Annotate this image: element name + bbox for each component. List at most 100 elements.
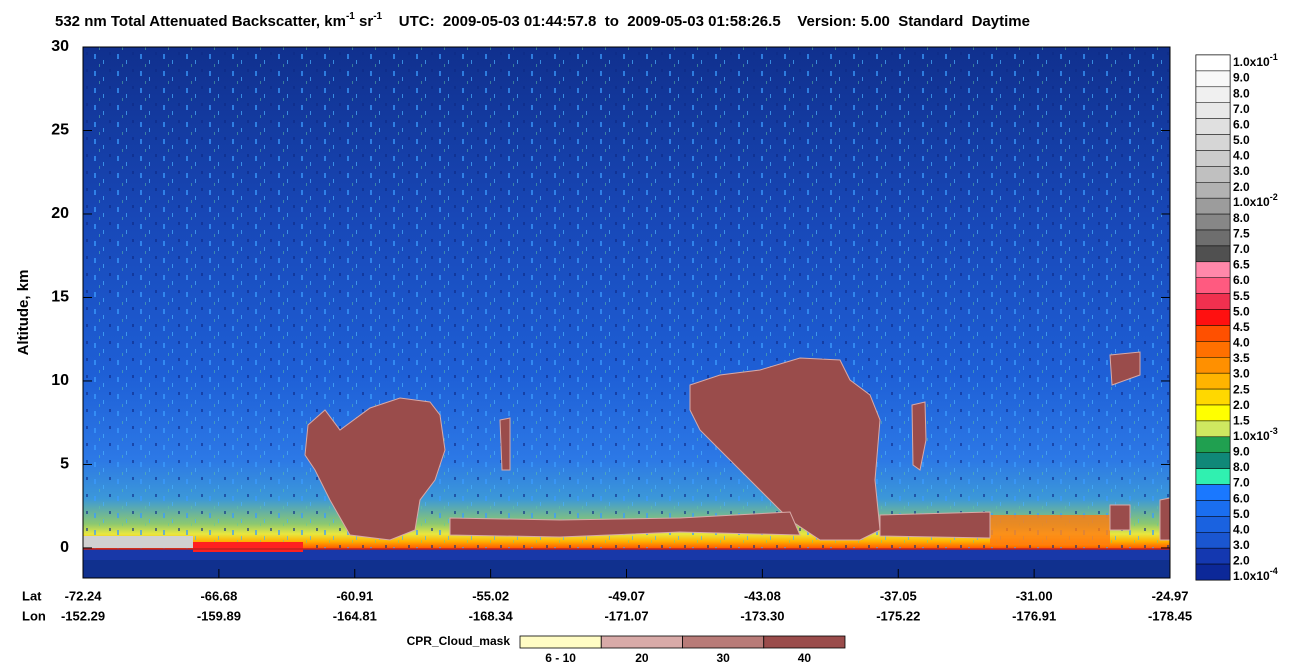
colorbar-label: 6.0 [1233, 117, 1250, 131]
colorbar-swatch [1195, 309, 1231, 326]
colorbar-swatch [1195, 452, 1231, 469]
colorbar-swatch [1195, 150, 1231, 167]
colorbar-swatch [1195, 261, 1231, 278]
colorbar-swatch [1195, 341, 1231, 358]
x-tick-lat: -72.24 [65, 588, 103, 603]
colorbar-swatch [1195, 197, 1231, 215]
colorbar-label: 2.5 [1233, 382, 1250, 396]
x-tick-lon: -171.07 [604, 608, 648, 623]
colorbar-swatch [1195, 420, 1231, 438]
x-tick-lon: -152.29 [61, 608, 105, 623]
colorbar-label: 4.0 [1233, 149, 1250, 163]
colorbar-swatch [1195, 516, 1231, 533]
colorbar-label-base: 1.0x10 [1233, 569, 1270, 583]
colorbar-label: 5.0 [1233, 133, 1250, 147]
colorbar-label: 5.0 [1233, 507, 1250, 521]
x-tick-lon: -173.30 [740, 608, 784, 623]
colorbar-label: 4.0 [1233, 522, 1250, 536]
x-tick-lat: -66.68 [200, 588, 237, 603]
y-axis-label: Altitude, km [15, 270, 32, 356]
colorbar-label: 5.0 [1233, 304, 1250, 318]
colorbar-label: 1.0x10-1 [1233, 52, 1278, 69]
colorbar-swatch [1195, 325, 1231, 342]
y-tick-label: 25 [51, 122, 69, 139]
cpr-legend-swatch [763, 635, 846, 649]
title-text: UTC: 2009-05-03 01:44:57.8 to 2009-05-03… [382, 13, 1030, 30]
colorbar-label: 1.0x10-2 [1233, 193, 1278, 210]
colorbar-swatch [1195, 484, 1231, 501]
colorbar-swatch [1195, 532, 1231, 549]
colorbar-label: 3.5 [1233, 351, 1250, 365]
x-tick-lat: -55.02 [472, 588, 509, 603]
colorbar-swatch [1195, 277, 1231, 294]
colorbar-label-base: 1.0x10 [1233, 55, 1270, 69]
colorbar-swatch [1195, 500, 1231, 517]
colorbar-swatch [1195, 134, 1231, 151]
colorbar-swatch [1195, 404, 1231, 422]
x-tick-lat: -31.00 [1016, 588, 1053, 603]
x-tick-lat: -43.08 [744, 588, 781, 603]
colorbar-swatch [1195, 388, 1231, 406]
colorbar-label-base: 1.0x10 [1233, 195, 1270, 209]
colorbar-label: 2.0 [1233, 554, 1250, 568]
colorbar-swatch [1195, 229, 1231, 247]
x-tick-lon: -164.81 [333, 608, 377, 623]
colorbar-label: 9.0 [1233, 71, 1250, 85]
colorbar-label-exp: -2 [1270, 193, 1278, 203]
colorbar-label-exp: -4 [1270, 566, 1278, 576]
x-tick-lon: -175.22 [876, 608, 920, 623]
x-tick-lon: -178.45 [1148, 608, 1192, 623]
y-tick-label: 10 [51, 372, 69, 389]
colorbar-label: 9.0 [1233, 445, 1250, 459]
cpr-legend-category: 30 [716, 651, 730, 665]
colorbar-swatch [1195, 436, 1231, 453]
x-tick-lat: -24.97 [1152, 588, 1189, 603]
colorbar-label: 1.0x10-4 [1233, 566, 1278, 583]
x-label-lon: Lon [22, 608, 46, 623]
colorbar-swatch [1195, 547, 1231, 565]
colorbar-label: 3.0 [1233, 164, 1250, 178]
colorbar-swatch [1195, 70, 1231, 88]
chart-title: 532 nm Total Attenuated Backscatter, km -… [55, 11, 1030, 30]
colorbar-label: 2.0 [1233, 180, 1250, 194]
colorbar-label-base: 1.0x10 [1233, 429, 1270, 443]
x-label-lat: Lat [22, 588, 42, 603]
colorbar-swatch [1195, 245, 1231, 263]
colorbar-label: 3.0 [1233, 367, 1250, 381]
colorbar-label: 1.5 [1233, 413, 1250, 427]
colorbar-label: 5.5 [1233, 289, 1250, 303]
colorbar-swatch [1195, 166, 1231, 183]
colorbar-label: 1.0x10-3 [1233, 426, 1278, 443]
title-text: sr [355, 13, 374, 30]
x-tick-lon: -159.89 [197, 608, 241, 623]
colorbar-label: 6.0 [1233, 491, 1250, 505]
y-tick-label: 20 [51, 205, 69, 222]
colorbar-label-exp: -3 [1270, 426, 1278, 436]
x-tick-lat: -60.91 [336, 588, 373, 603]
y-tick-label: 0 [60, 539, 69, 556]
x-tick-lon: -176.91 [1012, 608, 1056, 623]
y-tick-label: 30 [51, 38, 69, 55]
colorbar-label: 4.0 [1233, 336, 1250, 350]
colorbar-swatch [1195, 213, 1231, 231]
cpr-legend-swatch [519, 635, 602, 649]
colorbar-swatch [1195, 563, 1231, 581]
x-tick-lat: -49.07 [608, 588, 645, 603]
cpr-legend-swatch [682, 635, 765, 649]
colorbar-swatch [1195, 357, 1231, 374]
colorbar-label-exp: -1 [1270, 52, 1278, 62]
cpr-legend-swatch [600, 635, 683, 649]
title-superscript: -1 [373, 11, 382, 22]
colorbar-label: 8.0 [1233, 460, 1250, 474]
cpr-legend-category: 40 [798, 651, 812, 665]
title-text: 532 nm Total Attenuated Backscatter, km [55, 13, 346, 30]
colorbar-label: 7.0 [1233, 242, 1250, 256]
colorbar-swatch [1195, 86, 1231, 103]
colorbar-swatch [1195, 372, 1231, 390]
colorbar-label: 7.0 [1233, 476, 1250, 490]
colorbar-label: 6.0 [1233, 273, 1250, 287]
plot-image [82, 46, 1171, 579]
colorbar-swatch [1195, 182, 1231, 199]
cpr-legend-label: CPR_Cloud_mask [407, 634, 511, 648]
